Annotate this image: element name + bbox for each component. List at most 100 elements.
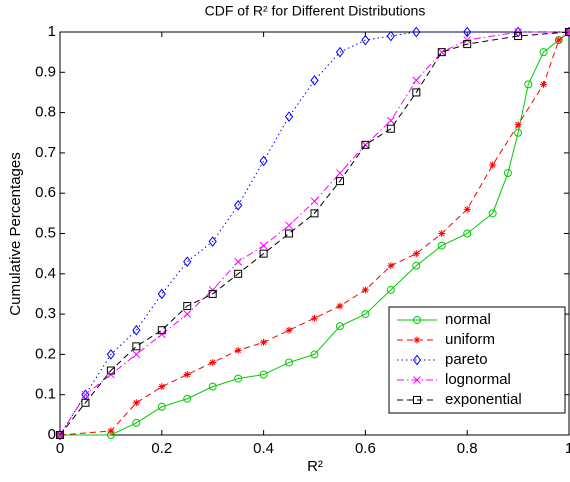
marker: [412, 26, 421, 38]
marker: [539, 48, 548, 57]
y-tick-label: 0.7: [35, 144, 56, 161]
marker: [55, 429, 65, 441]
marker: [132, 350, 141, 359]
marker: [183, 394, 192, 403]
marker: [513, 26, 523, 38]
legend-label: lognormal: [445, 371, 511, 388]
x-tick-label: 0.8: [457, 440, 478, 457]
marker: [132, 418, 141, 427]
marker: [489, 161, 497, 169]
marker: [183, 371, 191, 379]
marker: [565, 28, 570, 36]
marker: [413, 336, 421, 344]
marker: [565, 28, 570, 36]
legend-label: normal: [445, 311, 491, 328]
marker: [335, 177, 344, 186]
marker: [386, 124, 395, 133]
marker: [437, 48, 446, 57]
marker: [157, 326, 166, 335]
marker: [361, 140, 370, 149]
marker: [234, 374, 243, 383]
marker: [81, 398, 90, 407]
marker: [234, 346, 242, 354]
legend-label: exponential: [445, 391, 522, 408]
marker: [310, 209, 319, 218]
marker: [361, 34, 370, 46]
marker: [413, 316, 421, 324]
marker: [81, 390, 90, 399]
marker: [310, 197, 319, 206]
marker: [437, 241, 446, 250]
marker: [285, 358, 294, 367]
y-tick-label: 0.8: [35, 104, 56, 121]
marker: [514, 28, 522, 36]
y-tick-label: 0.3: [35, 305, 56, 322]
y-tick-label: 0.9: [35, 63, 56, 80]
marker: [437, 48, 446, 57]
marker: [209, 358, 217, 366]
marker: [208, 289, 217, 298]
marker: [260, 338, 268, 346]
marker: [132, 324, 141, 336]
marker: [107, 370, 115, 379]
y-tick-label: 1: [48, 23, 56, 40]
marker: [259, 241, 268, 250]
marker: [361, 310, 370, 319]
x-tick-label: 0.2: [151, 440, 172, 457]
marker: [157, 402, 166, 411]
marker: [386, 30, 395, 42]
marker: [132, 399, 140, 407]
y-tick-label: 0.1: [35, 386, 56, 403]
marker: [463, 40, 472, 49]
marker: [514, 121, 522, 129]
marker: [234, 257, 243, 266]
marker: [413, 376, 421, 384]
marker: [311, 314, 318, 322]
marker: [259, 370, 268, 379]
series-line: [60, 31, 570, 436]
y-tick-label: 0: [48, 426, 56, 443]
series-line: [59, 31, 569, 436]
marker: [234, 269, 243, 278]
marker: [463, 229, 472, 238]
marker: [564, 26, 570, 38]
marker: [438, 230, 446, 237]
marker: [514, 128, 523, 137]
y-tick-label: 0.5: [35, 224, 56, 241]
marker: [413, 396, 421, 404]
y-axis-label: Cumulative Percentages: [7, 152, 24, 315]
marker: [412, 261, 421, 270]
marker: [208, 236, 217, 247]
marker: [361, 286, 369, 294]
marker: [183, 256, 192, 268]
y-tick-label: 0.2: [35, 345, 56, 362]
marker: [488, 209, 497, 218]
marker: [524, 80, 533, 89]
marker: [106, 366, 115, 375]
marker: [183, 310, 192, 318]
marker: [412, 76, 421, 85]
marker: [259, 155, 268, 167]
marker: [107, 427, 115, 435]
x-tick-label: 1: [565, 440, 570, 457]
marker: [56, 431, 64, 439]
marker: [259, 249, 268, 258]
marker: [132, 342, 141, 351]
marker: [555, 36, 563, 44]
marker: [540, 80, 548, 88]
marker: [234, 199, 243, 211]
x-tick-label: 0: [56, 440, 64, 457]
marker: [310, 350, 319, 359]
marker: [514, 32, 523, 41]
marker: [335, 46, 345, 58]
chart-title: CDF of R² for Different Distributions: [205, 3, 426, 19]
marker: [386, 285, 395, 294]
marker: [503, 169, 512, 178]
marker: [412, 250, 420, 258]
marker: [157, 288, 166, 300]
marker: [463, 36, 472, 44]
y-tick-label: 0.6: [35, 184, 56, 201]
marker: [412, 88, 421, 97]
x-tick-label: 0.4: [253, 440, 274, 457]
